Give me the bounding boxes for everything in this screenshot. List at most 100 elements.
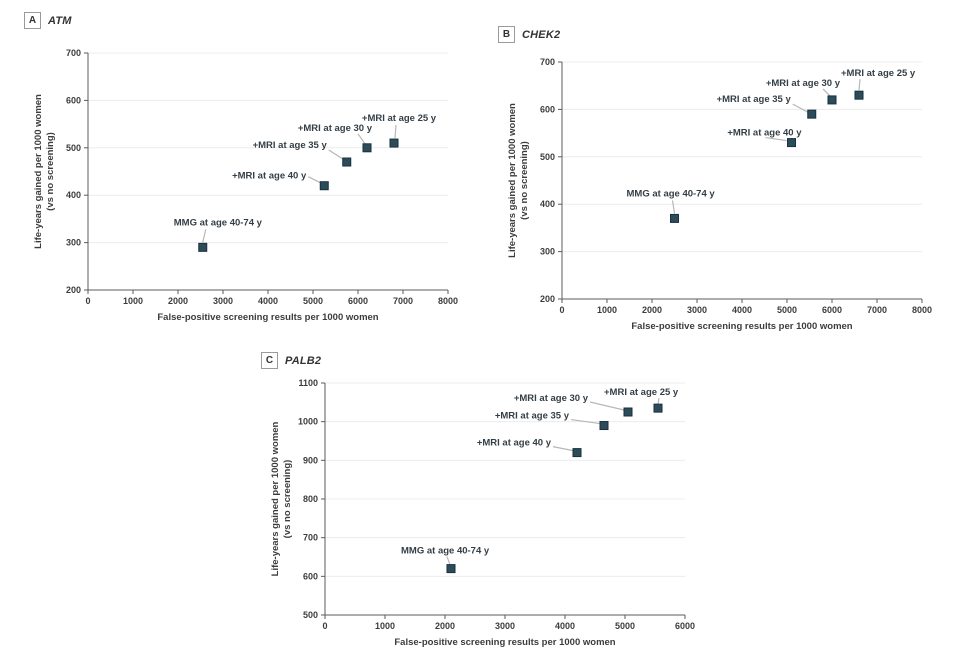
- y-tick-label: 900: [303, 455, 318, 465]
- data-point-label: +MRI at age 25 y: [841, 68, 916, 79]
- label-leader-line: [858, 79, 861, 91]
- y-tick-label: 200: [540, 294, 555, 304]
- x-axis-title: False-positive screening results per 100…: [394, 637, 615, 648]
- x-tick-label: 0: [559, 305, 564, 315]
- panel-header: B CHEK2: [498, 26, 560, 43]
- y-tick-label: 200: [66, 285, 81, 295]
- y-tick-label: 700: [540, 57, 555, 67]
- data-point-marker: [623, 407, 633, 417]
- data-point-marker: [198, 242, 208, 252]
- x-tick-label: 3000: [687, 305, 707, 315]
- data-point-label: +MRI at age 35 y: [253, 140, 328, 151]
- x-tick-label: 1000: [375, 621, 395, 631]
- panel-gene-title: CHEK2: [522, 28, 561, 41]
- panel-palb2: C PALB2 500 600 700 800 900 1000 1100 0 1000 2000…: [252, 352, 702, 660]
- x-axis-title: False-positive screening results per 100…: [631, 321, 852, 332]
- y-tick-label: 600: [540, 104, 555, 114]
- x-tick-label: 1000: [597, 305, 617, 315]
- y-axis-title-line2: (vs no screening): [45, 132, 56, 211]
- data-point-label: +MRI at age 35 y: [717, 94, 792, 105]
- x-tick-label: 4000: [555, 621, 575, 631]
- data-point-marker: [827, 95, 837, 105]
- label-leader-line: [589, 401, 625, 411]
- y-tick-label: 400: [66, 190, 81, 200]
- x-tick-label: 6000: [348, 296, 368, 306]
- data-point-marker: [807, 109, 817, 119]
- x-tick-label: 8000: [438, 296, 458, 306]
- data-point-label: +MRI at age 25 y: [604, 387, 679, 398]
- x-tick-label: 5000: [615, 621, 635, 631]
- data-point-marker: [389, 138, 399, 148]
- label-leader-line: [765, 136, 787, 142]
- y-tick-label: 700: [66, 48, 81, 58]
- panel-chek2: B CHEK2 200 300 400 500 600 700 0 1000 2000 3000 4…: [489, 26, 939, 344]
- data-point-label: MMG at age 40-74 y: [401, 546, 490, 557]
- label-leader-line: [394, 125, 397, 139]
- y-axis-title-line1: Life-years gained per 1000 women: [507, 103, 518, 258]
- panel-atm: A ATM 200 300 400 500 600 700 0 1000 2000 3000 400…: [15, 12, 465, 334]
- x-tick-label: 5000: [777, 305, 797, 315]
- data-point-label: +MRI at age 30 y: [514, 393, 589, 404]
- x-tick-label: 5000: [303, 296, 323, 306]
- x-tick-label: 6000: [822, 305, 842, 315]
- y-tick-label: 500: [303, 610, 318, 620]
- panel-gene-title: PALB2: [285, 354, 322, 367]
- data-point-marker: [787, 138, 796, 148]
- y-tick-label: 400: [540, 199, 555, 209]
- label-leader-line: [671, 200, 676, 214]
- panel-letter-badge: C: [261, 352, 278, 369]
- y-tick-label: 700: [303, 533, 318, 543]
- x-tick-label: 8000: [912, 305, 932, 315]
- y-tick-label: 300: [66, 238, 81, 248]
- label-leader-line: [822, 88, 831, 97]
- data-point-marker: [653, 403, 663, 413]
- label-leader-line: [570, 418, 601, 425]
- data-point-label: MMG at age 40-74 y: [627, 188, 716, 199]
- data-point-label: +MRI at age 40 y: [232, 171, 307, 182]
- scatter-chart-palb2: 500 600 700 800 900 1000 1100 0 1000 2000 3000 4000…: [270, 378, 695, 648]
- data-point-label: +MRI at age 30 y: [298, 123, 373, 134]
- label-leader-line: [202, 229, 207, 243]
- panel-header: C PALB2: [261, 352, 321, 369]
- label-leader-line: [307, 176, 321, 184]
- data-point-marker: [446, 564, 456, 574]
- data-point-label: +MRI at age 40 y: [727, 128, 802, 139]
- label-leader-line: [328, 149, 344, 160]
- y-tick-label: 300: [540, 247, 555, 257]
- x-tick-label: 6000: [675, 621, 695, 631]
- data-point-marker: [342, 157, 352, 167]
- data-point-marker: [599, 421, 609, 431]
- y-tick-label: 500: [540, 152, 555, 162]
- x-axis-title: False-positive screening results per 100…: [157, 312, 378, 323]
- x-tick-label: 0: [322, 621, 327, 631]
- x-tick-label: 1000: [123, 296, 143, 306]
- label-leader-line: [657, 398, 660, 405]
- y-axis-title-line1: Life-years gained per 1000 women: [33, 94, 44, 249]
- data-point-marker: [362, 143, 372, 153]
- label-leader-line: [792, 103, 809, 113]
- x-tick-label: 3000: [495, 621, 515, 631]
- x-tick-label: 7000: [867, 305, 887, 315]
- label-leader-line: [357, 133, 366, 145]
- panel-letter-badge: B: [498, 26, 515, 43]
- panel-gene-title: ATM: [48, 14, 72, 27]
- x-tick-label: 4000: [258, 296, 278, 306]
- y-tick-label: 800: [303, 494, 318, 504]
- x-tick-label: 2000: [168, 296, 188, 306]
- y-tick-label: 1000: [298, 417, 318, 427]
- x-tick-label: 2000: [435, 621, 455, 631]
- data-point-marker: [854, 90, 864, 100]
- label-leader-line: [446, 556, 451, 565]
- x-tick-label: 7000: [393, 296, 413, 306]
- data-point-label: +MRI at age 30 y: [766, 78, 841, 89]
- x-tick-label: 2000: [642, 305, 662, 315]
- x-tick-label: 3000: [213, 296, 233, 306]
- y-tick-label: 600: [66, 95, 81, 105]
- panel-header: A ATM: [24, 12, 72, 29]
- data-point-marker: [670, 213, 679, 223]
- y-axis-title-line2: (vs no screening): [519, 141, 530, 220]
- y-axis-title-line2: (vs no screening): [282, 460, 293, 539]
